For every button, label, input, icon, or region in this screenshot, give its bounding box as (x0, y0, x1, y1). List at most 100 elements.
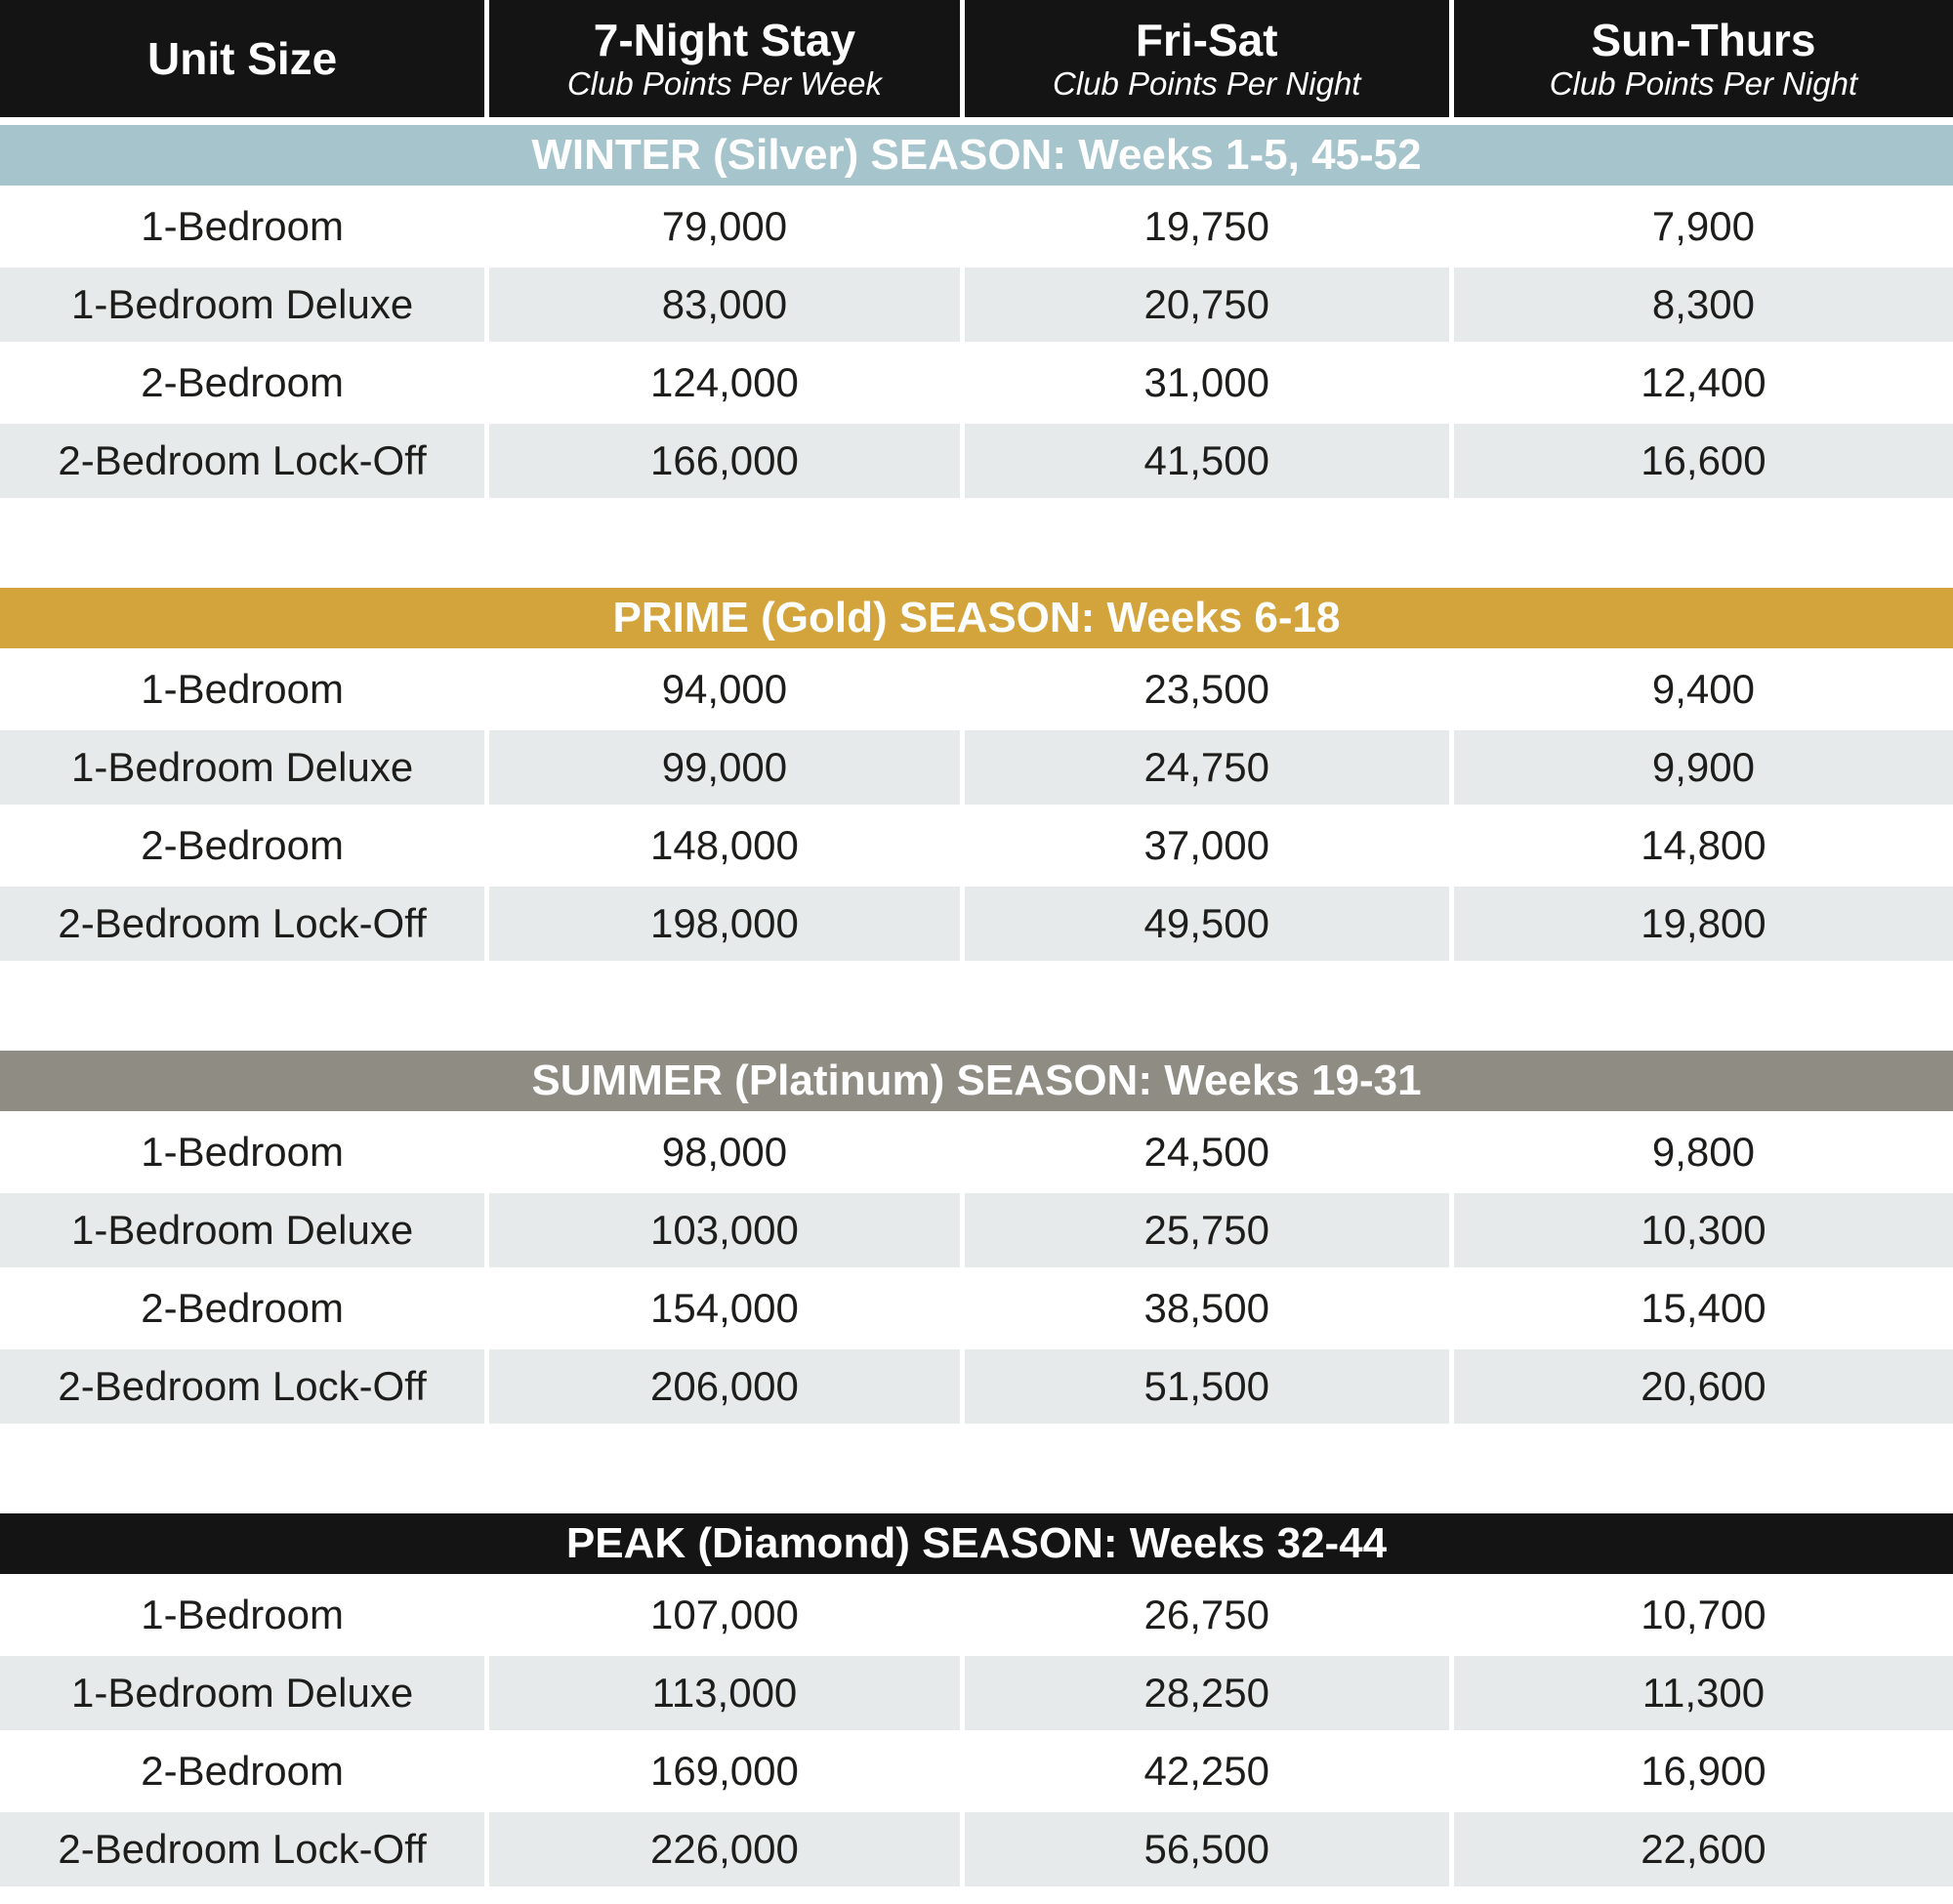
week-points-cell: 103,000 (489, 1193, 960, 1267)
unit-size-cell: 2-Bedroom (0, 1271, 485, 1345)
sun-thurs-points-cell: 22,600 (1453, 1812, 1953, 1886)
unit-size-cell: 2-Bedroom Lock-Off (0, 1812, 485, 1886)
season-banner: PEAK (Diamond) SEASON: Weeks 32-44 (0, 1513, 1953, 1574)
season-section: SUMMER (Platinum) SEASON: Weeks 19-31 1-… (0, 1051, 1953, 1424)
season-banner: PRIME (Gold) SEASON: Weeks 6-18 (0, 588, 1953, 648)
table-row: 2-Bedroom Lock-Off 206,000 51,500 20,600 (0, 1349, 1953, 1424)
unit-size-cell: 1-Bedroom (0, 1578, 485, 1652)
column-subtitle: Club Points Per Week (566, 64, 883, 102)
week-points-cell: 79,000 (489, 189, 960, 264)
unit-size-cell: 1-Bedroom Deluxe (0, 1193, 485, 1267)
fri-sat-points-cell: 20,750 (964, 268, 1449, 342)
sun-thurs-points-cell: 15,400 (1453, 1271, 1953, 1345)
week-points-cell: 148,000 (489, 808, 960, 883)
sun-thurs-points-cell: 14,800 (1453, 808, 1953, 883)
table-row: 2-Bedroom 169,000 42,250 16,900 (0, 1734, 1953, 1808)
week-points-cell: 154,000 (489, 1271, 960, 1345)
season-rows: 1-Bedroom 94,000 23,500 9,400 1-Bedroom … (0, 652, 1953, 961)
week-points-cell: 198,000 (489, 887, 960, 961)
table-row: 1-Bedroom Deluxe 103,000 25,750 10,300 (0, 1193, 1953, 1267)
column-subtitle: Club Points Per Night (1549, 64, 1858, 102)
fri-sat-points-cell: 37,000 (964, 808, 1449, 883)
column-title: Unit Size (147, 32, 338, 84)
unit-size-cell: 1-Bedroom (0, 1115, 485, 1189)
week-points-cell: 107,000 (489, 1578, 960, 1652)
week-points-cell: 83,000 (489, 268, 960, 342)
fri-sat-points-cell: 31,000 (964, 346, 1449, 420)
week-points-cell: 169,000 (489, 1734, 960, 1808)
header-cell-fri-sat: Fri-Sat Club Points Per Night (964, 0, 1449, 117)
fri-sat-points-cell: 19,750 (964, 189, 1449, 264)
unit-size-cell: 1-Bedroom Deluxe (0, 1656, 485, 1730)
column-subtitle: Club Points Per Night (1052, 64, 1361, 102)
fri-sat-points-cell: 42,250 (964, 1734, 1449, 1808)
header-cell-7-night-stay: 7-Night Stay Club Points Per Week (489, 0, 960, 117)
fri-sat-points-cell: 49,500 (964, 887, 1449, 961)
fri-sat-points-cell: 26,750 (964, 1578, 1449, 1652)
table-row: 1-Bedroom Deluxe 113,000 28,250 11,300 (0, 1656, 1953, 1730)
fri-sat-points-cell: 28,250 (964, 1656, 1449, 1730)
season-section: WINTER (Silver) SEASON: Weeks 1-5, 45-52… (0, 125, 1953, 498)
season-banner: WINTER (Silver) SEASON: Weeks 1-5, 45-52 (0, 125, 1953, 186)
column-title: 7-Night Stay (593, 14, 856, 65)
table-row: 1-Bedroom 94,000 23,500 9,400 (0, 652, 1953, 726)
column-title: Fri-Sat (1135, 14, 1278, 65)
fri-sat-points-cell: 56,500 (964, 1812, 1449, 1886)
sun-thurs-points-cell: 9,400 (1453, 652, 1953, 726)
sun-thurs-points-cell: 11,300 (1453, 1656, 1953, 1730)
table-row: 2-Bedroom Lock-Off 198,000 49,500 19,800 (0, 887, 1953, 961)
season-list: WINTER (Silver) SEASON: Weeks 1-5, 45-52… (0, 125, 1953, 1886)
table-row: 1-Bedroom 107,000 26,750 10,700 (0, 1578, 1953, 1652)
sun-thurs-points-cell: 9,900 (1453, 730, 1953, 805)
season-section: PRIME (Gold) SEASON: Weeks 6-18 1-Bedroo… (0, 588, 1953, 961)
season-section: PEAK (Diamond) SEASON: Weeks 32-44 1-Bed… (0, 1513, 1953, 1886)
fri-sat-points-cell: 41,500 (964, 424, 1449, 498)
unit-size-cell: 1-Bedroom Deluxe (0, 730, 485, 805)
table-row: 2-Bedroom 154,000 38,500 15,400 (0, 1271, 1953, 1345)
header-cell-unit-size: Unit Size (0, 0, 485, 117)
table-row: 1-Bedroom Deluxe 99,000 24,750 9,900 (0, 730, 1953, 805)
week-points-cell: 206,000 (489, 1349, 960, 1424)
fri-sat-points-cell: 25,750 (964, 1193, 1449, 1267)
unit-size-cell: 1-Bedroom Deluxe (0, 268, 485, 342)
week-points-cell: 226,000 (489, 1812, 960, 1886)
unit-size-cell: 1-Bedroom (0, 189, 485, 264)
sun-thurs-points-cell: 20,600 (1453, 1349, 1953, 1424)
week-points-cell: 113,000 (489, 1656, 960, 1730)
unit-size-cell: 2-Bedroom Lock-Off (0, 1349, 485, 1424)
table-row: 1-Bedroom 98,000 24,500 9,800 (0, 1115, 1953, 1189)
week-points-cell: 99,000 (489, 730, 960, 805)
sun-thurs-points-cell: 12,400 (1453, 346, 1953, 420)
sun-thurs-points-cell: 8,300 (1453, 268, 1953, 342)
week-points-cell: 124,000 (489, 346, 960, 420)
sun-thurs-points-cell: 19,800 (1453, 887, 1953, 961)
fri-sat-points-cell: 24,750 (964, 730, 1449, 805)
unit-size-cell: 2-Bedroom (0, 808, 485, 883)
fri-sat-points-cell: 24,500 (964, 1115, 1449, 1189)
sun-thurs-points-cell: 16,900 (1453, 1734, 1953, 1808)
column-title: Sun-Thurs (1591, 14, 1816, 65)
table-row: 1-Bedroom Deluxe 83,000 20,750 8,300 (0, 268, 1953, 342)
fri-sat-points-cell: 51,500 (964, 1349, 1449, 1424)
week-points-cell: 98,000 (489, 1115, 960, 1189)
fri-sat-points-cell: 23,500 (964, 652, 1449, 726)
season-rows: 1-Bedroom 79,000 19,750 7,900 1-Bedroom … (0, 189, 1953, 498)
week-points-cell: 166,000 (489, 424, 960, 498)
table-row: 2-Bedroom 124,000 31,000 12,400 (0, 346, 1953, 420)
table-header: Unit Size 7-Night Stay Club Points Per W… (0, 0, 1953, 117)
season-rows: 1-Bedroom 107,000 26,750 10,700 1-Bedroo… (0, 1578, 1953, 1886)
table-row: 2-Bedroom Lock-Off 166,000 41,500 16,600 (0, 424, 1953, 498)
unit-size-cell: 2-Bedroom Lock-Off (0, 887, 485, 961)
table-row: 2-Bedroom 148,000 37,000 14,800 (0, 808, 1953, 883)
sun-thurs-points-cell: 9,800 (1453, 1115, 1953, 1189)
header-cell-sun-thurs: Sun-Thurs Club Points Per Night (1453, 0, 1953, 117)
sun-thurs-points-cell: 10,700 (1453, 1578, 1953, 1652)
fri-sat-points-cell: 38,500 (964, 1271, 1449, 1345)
unit-size-cell: 1-Bedroom (0, 652, 485, 726)
week-points-cell: 94,000 (489, 652, 960, 726)
sun-thurs-points-cell: 10,300 (1453, 1193, 1953, 1267)
table-row: 1-Bedroom 79,000 19,750 7,900 (0, 189, 1953, 264)
sun-thurs-points-cell: 16,600 (1453, 424, 1953, 498)
unit-size-cell: 2-Bedroom (0, 346, 485, 420)
